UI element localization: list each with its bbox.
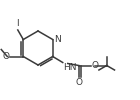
Text: HN: HN [63, 63, 77, 72]
Text: O: O [76, 78, 83, 87]
Text: N: N [54, 34, 61, 44]
Text: O: O [3, 52, 10, 61]
Text: I: I [17, 20, 19, 28]
Text: O: O [91, 61, 98, 70]
